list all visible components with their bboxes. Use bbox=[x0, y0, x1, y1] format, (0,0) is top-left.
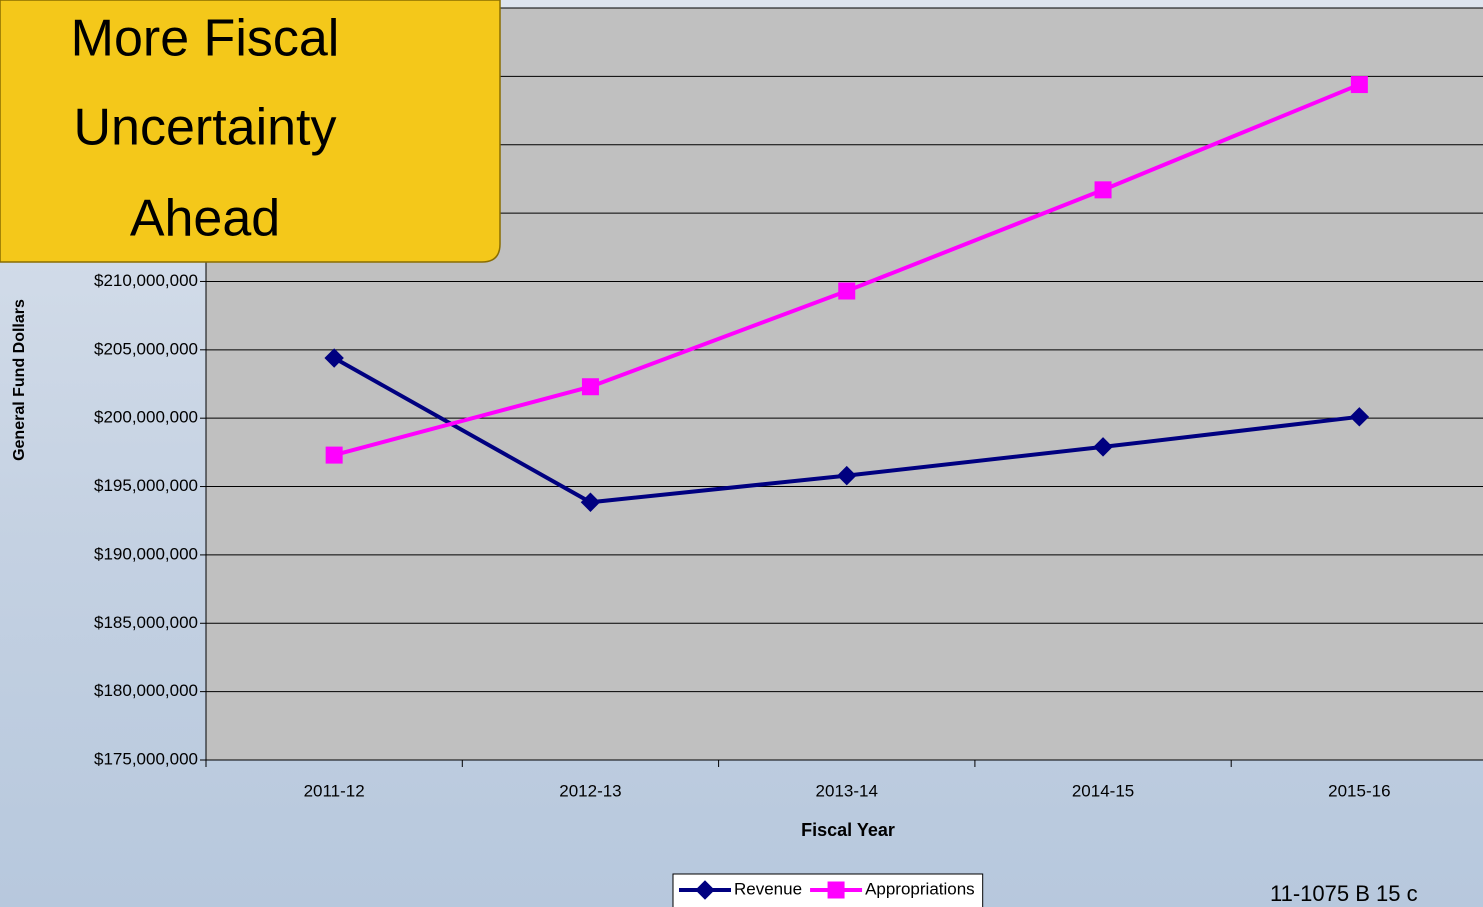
legend-marker bbox=[695, 880, 715, 900]
y-tick-label: $195,000,000 bbox=[94, 476, 198, 495]
y-tick-label: $205,000,000 bbox=[94, 339, 198, 358]
legend-marker bbox=[827, 881, 845, 899]
y-tick-label: $180,000,000 bbox=[94, 681, 198, 700]
x-tick-label: 2012-13 bbox=[559, 781, 621, 800]
y-tick-label: $190,000,000 bbox=[94, 544, 198, 563]
x-tick-label: 2014-15 bbox=[1072, 781, 1134, 800]
point bbox=[1349, 407, 1370, 427]
legend: Revenue Appropriations bbox=[672, 873, 984, 907]
point bbox=[1093, 437, 1113, 457]
title-line: More Fiscal bbox=[71, 10, 340, 68]
y-axis-title: General Fund Dollars bbox=[11, 299, 28, 461]
point bbox=[581, 378, 599, 396]
x-axis-title: Fiscal Year bbox=[801, 820, 895, 840]
title-box-bg bbox=[0, 0, 501, 263]
point bbox=[580, 492, 601, 512]
title-line: Ahead bbox=[130, 190, 280, 248]
point bbox=[1350, 76, 1368, 94]
point bbox=[837, 465, 857, 486]
x-tick-label: 2011-12 bbox=[304, 781, 365, 800]
x-tick-label: 2013-14 bbox=[816, 781, 878, 800]
point bbox=[324, 348, 344, 368]
y-tick-label: $210,000,000 bbox=[94, 271, 198, 290]
y-tick-label: $200,000,000 bbox=[94, 408, 198, 427]
title-box: More Fiscal Uncertainty Ahead bbox=[0, 0, 501, 263]
point bbox=[325, 446, 343, 464]
footer: 11-1075 B 15 c bbox=[1270, 881, 1418, 906]
title-line: Uncertainty bbox=[74, 99, 337, 157]
y-tick-label: $175,000,000 bbox=[94, 749, 198, 768]
legend-label: Appropriations bbox=[865, 879, 975, 898]
point bbox=[838, 282, 856, 300]
x-tick-label: 2015-16 bbox=[1328, 781, 1390, 800]
y-tick-label: $185,000,000 bbox=[94, 613, 198, 632]
point bbox=[1094, 181, 1112, 199]
legend-label: Revenue bbox=[734, 879, 802, 898]
